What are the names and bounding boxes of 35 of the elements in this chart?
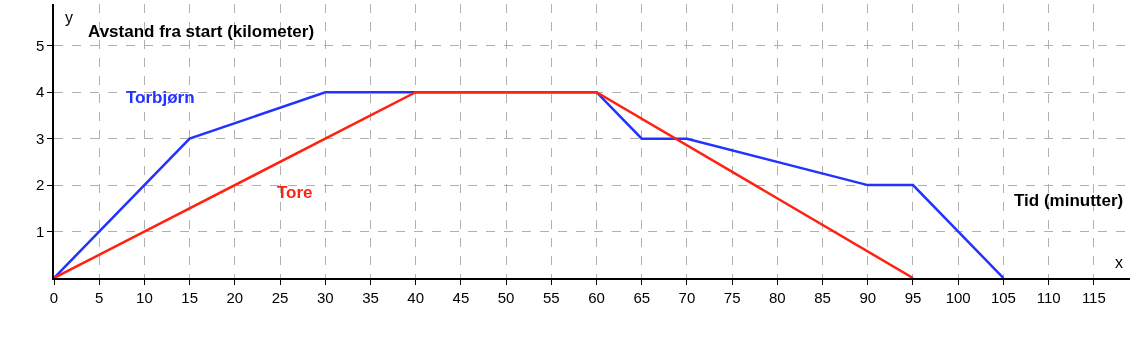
x-tick-label: 55: [542, 288, 560, 306]
y-axis-title: y: [65, 9, 73, 26]
x-tick-label: 5: [95, 288, 104, 306]
x-tick-label: 40: [407, 288, 425, 306]
series-label: Tore: [277, 183, 313, 202]
x-tick-label: 25: [271, 288, 289, 306]
x-tick-label: 0: [49, 288, 59, 306]
x-tick-label: 75: [723, 288, 741, 306]
y-tick-label: 2: [35, 176, 45, 194]
x-tick-label: 60: [588, 288, 605, 306]
x-axis-title: x: [1115, 254, 1123, 271]
x-tick-label: 20: [226, 288, 244, 306]
y-tick-label: 5: [35, 37, 45, 55]
y-tick-label: 1: [35, 222, 45, 240]
x-tick-label: 15: [181, 288, 198, 306]
x-tick-label: 35: [362, 288, 379, 306]
series-label: Torbjørn: [126, 88, 195, 107]
annotation: Avstand fra start (kilometer): [88, 22, 315, 41]
x-tick-label: 80: [769, 288, 786, 306]
y-tick-label: 4: [35, 83, 45, 101]
x-tick-label: 115: [1081, 288, 1106, 306]
x-tick-label: 95: [904, 288, 922, 306]
x-tick-label: 90: [859, 288, 877, 306]
x-tick-label: 70: [678, 288, 696, 306]
annotation: Tid (minutter): [1014, 191, 1124, 210]
x-tick-label: 65: [633, 288, 651, 306]
x-tick-label: 105: [990, 288, 1016, 306]
x-tick-label: 50: [497, 288, 515, 306]
x-tick-label: 45: [452, 288, 470, 306]
x-tick-label: 85: [814, 288, 831, 306]
x-tick-label: 110: [1036, 288, 1061, 306]
y-tick-label: 3: [35, 129, 45, 147]
x-tick-label: 30: [316, 288, 334, 306]
x-tick-label: 100: [945, 288, 971, 306]
x-tick-label: 10: [136, 288, 153, 306]
